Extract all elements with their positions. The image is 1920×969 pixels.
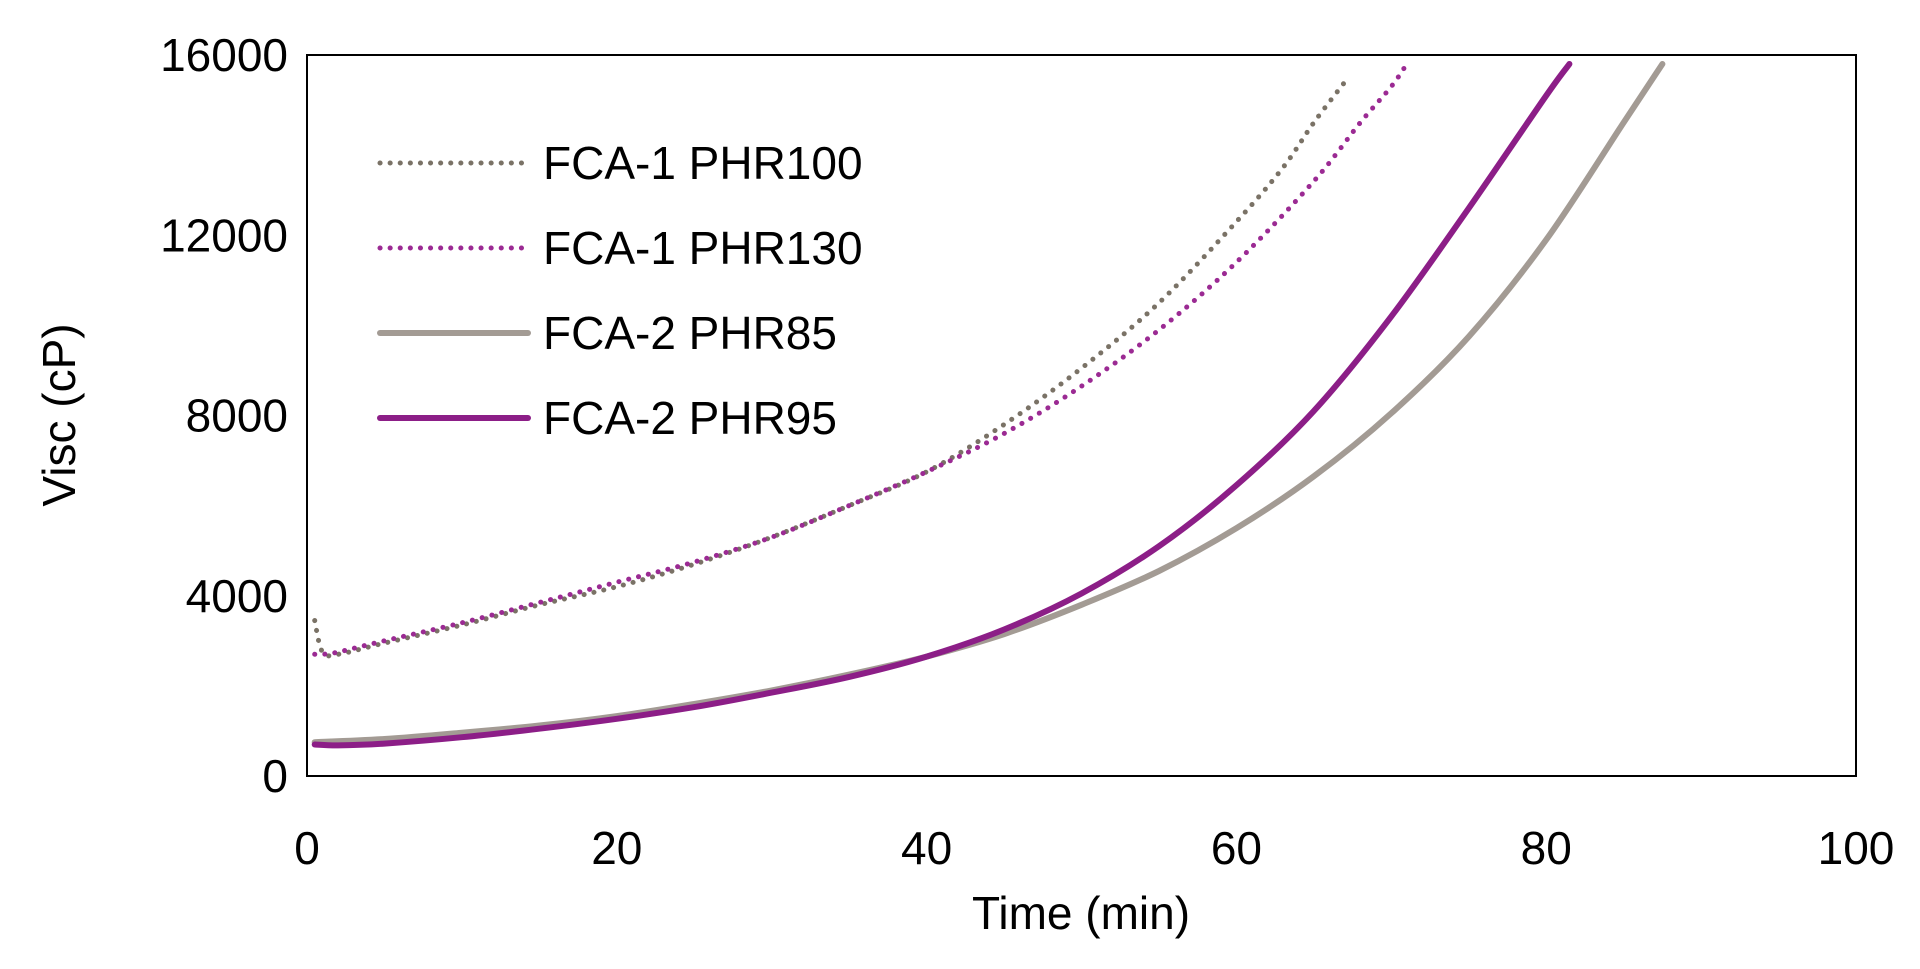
legend-label-fca2-phr85: FCA-2 PHR85 [543, 307, 837, 359]
series-line-fca2-phr95 [311, 61, 1573, 749]
series-line-fca1-phr130 [312, 61, 1410, 657]
series-lines [311, 61, 1666, 749]
series-line-fca2-phr85 [311, 61, 1666, 746]
x-tick-label: 20 [591, 822, 642, 874]
y-tick-label: 8000 [186, 390, 288, 442]
x-tick-label: 60 [1211, 822, 1262, 874]
x-tick-label: 80 [1521, 822, 1572, 874]
x-axis-title: Time (min) [972, 887, 1190, 939]
y-tick-label: 4000 [186, 570, 288, 622]
plot-area-frame [306, 54, 1857, 777]
y-tick-label: 16000 [160, 29, 288, 81]
y-axis-title: Visc (cP) [33, 323, 85, 506]
x-tick-label: 40 [901, 822, 952, 874]
legend: FCA-1 PHR100 FCA-1 PHR130 FCA-2 PHR85 FCA-2… [377, 137, 863, 444]
x-axis-tick-labels: 0 20 40 60 80 100 [294, 822, 1894, 874]
legend-label-fca1-phr130: FCA-1 PHR130 [543, 222, 863, 274]
legend-label-fca2-phr95: FCA-2 PHR95 [543, 392, 837, 444]
x-tick-label: 0 [294, 822, 320, 874]
y-tick-label: 12000 [160, 209, 288, 261]
legend-label-fca1-phr100: FCA-1 PHR100 [543, 137, 863, 189]
y-axis-tick-labels: 0 4000 8000 12000 16000 [160, 29, 288, 802]
x-tick-label: 100 [1818, 822, 1895, 874]
y-tick-label: 0 [262, 750, 288, 802]
